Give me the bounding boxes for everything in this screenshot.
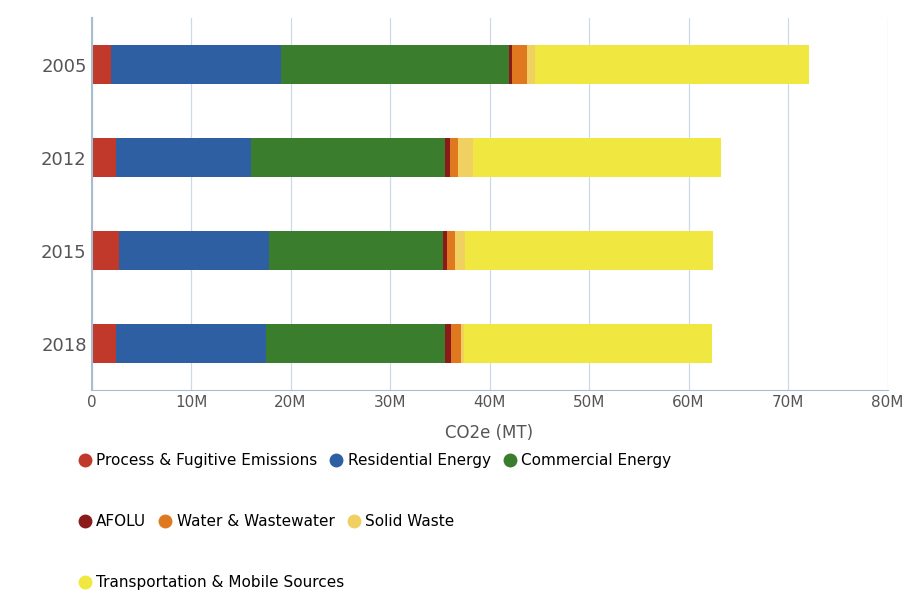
Bar — [265, 325, 445, 364]
Bar — [92, 325, 116, 364]
Bar — [458, 138, 473, 178]
Bar — [116, 138, 251, 178]
Bar — [443, 231, 447, 270]
Bar — [473, 138, 721, 178]
Bar — [269, 231, 443, 270]
Bar — [92, 231, 119, 270]
Bar — [447, 231, 455, 270]
Bar — [119, 231, 269, 270]
Bar — [451, 325, 460, 364]
Bar — [535, 45, 809, 84]
Bar — [251, 138, 445, 178]
Bar — [445, 325, 451, 364]
Legend: AFOLU, Water & Wastewater, Solid Waste: AFOLU, Water & Wastewater, Solid Waste — [81, 514, 455, 529]
X-axis label: CO2e (MT): CO2e (MT) — [446, 424, 533, 442]
Bar — [460, 325, 464, 364]
Bar — [450, 138, 458, 178]
Bar — [455, 231, 465, 270]
Bar — [116, 325, 265, 364]
Bar — [465, 231, 714, 270]
Bar — [281, 45, 510, 84]
Legend: Process & Fugitive Emissions, Residential Energy, Commercial Energy: Process & Fugitive Emissions, Residentia… — [81, 453, 672, 468]
Bar — [512, 45, 527, 84]
Bar — [510, 45, 512, 84]
Bar — [92, 138, 116, 178]
Bar — [92, 45, 112, 84]
Bar — [527, 45, 535, 84]
Bar — [464, 325, 713, 364]
Bar — [112, 45, 281, 84]
Bar — [445, 138, 450, 178]
Legend: Transportation & Mobile Sources: Transportation & Mobile Sources — [81, 575, 344, 590]
